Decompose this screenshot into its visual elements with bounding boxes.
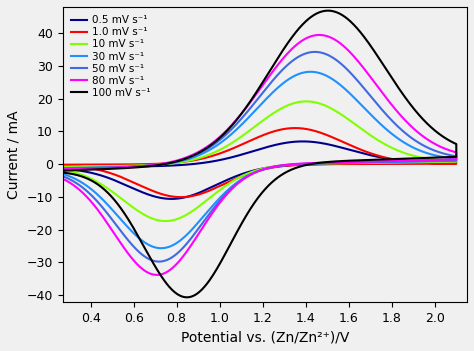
- 50 mV s⁻¹: [327, 54, 332, 58]
- 1.0 mV s⁻¹: [194, 158, 200, 162]
- 100 mV s⁻¹: [417, 156, 422, 160]
- 50 mV s⁻¹: [166, 161, 172, 165]
- 0.5 mV s⁻¹: [417, 161, 422, 165]
- 1.0 mV s⁻¹: [62, 163, 68, 167]
- 80 mV s⁻¹: [417, 158, 422, 162]
- 100 mV s⁻¹: [327, 8, 332, 13]
- 0.5 mV s⁻¹: [62, 167, 68, 171]
- 10 mV s⁻¹: [303, 99, 309, 104]
- 50 mV s⁻¹: [312, 50, 318, 54]
- 1.0 mV s⁻¹: [402, 159, 408, 163]
- 1.0 mV s⁻¹: [292, 126, 298, 130]
- 10 mV s⁻¹: [402, 151, 408, 155]
- 1.0 mV s⁻¹: [433, 162, 439, 166]
- Y-axis label: Current / mA: Current / mA: [7, 110, 21, 199]
- 80 mV s⁻¹: [327, 35, 332, 39]
- 1.0 mV s⁻¹: [178, 195, 184, 199]
- 0.5 mV s⁻¹: [433, 160, 439, 165]
- 30 mV s⁻¹: [62, 173, 68, 177]
- 10 mV s⁻¹: [433, 160, 439, 164]
- Line: 0.5 mV s⁻¹: 0.5 mV s⁻¹: [65, 141, 456, 199]
- 50 mV s⁻¹: [417, 159, 422, 163]
- Line: 80 mV s⁻¹: 80 mV s⁻¹: [65, 35, 456, 275]
- 80 mV s⁻¹: [166, 160, 172, 165]
- 30 mV s⁻¹: [433, 159, 439, 163]
- 30 mV s⁻¹: [194, 154, 200, 158]
- 10 mV s⁻¹: [417, 160, 422, 164]
- 80 mV s⁻¹: [316, 33, 322, 37]
- 10 mV s⁻¹: [327, 105, 332, 110]
- Line: 100 mV s⁻¹: 100 mV s⁻¹: [65, 11, 456, 297]
- 30 mV s⁻¹: [417, 159, 422, 164]
- 10 mV s⁻¹: [194, 157, 200, 161]
- 100 mV s⁻¹: [184, 295, 190, 299]
- Line: 50 mV s⁻¹: 50 mV s⁻¹: [65, 52, 456, 261]
- 100 mV s⁻¹: [433, 155, 439, 160]
- 1.0 mV s⁻¹: [166, 161, 172, 165]
- 100 mV s⁻¹: [402, 95, 408, 100]
- 30 mV s⁻¹: [166, 161, 172, 166]
- 10 mV s⁻¹: [62, 168, 68, 172]
- 30 mV s⁻¹: [308, 69, 313, 74]
- 30 mV s⁻¹: [158, 246, 164, 250]
- 1.0 mV s⁻¹: [62, 164, 68, 168]
- Line: 30 mV s⁻¹: 30 mV s⁻¹: [65, 72, 456, 248]
- X-axis label: Potential vs. (Zn/Zn²⁺)/V: Potential vs. (Zn/Zn²⁺)/V: [181, 330, 349, 344]
- 0.5 mV s⁻¹: [194, 161, 200, 166]
- 80 mV s⁻¹: [433, 158, 439, 162]
- 0.5 mV s⁻¹: [402, 159, 408, 163]
- 1.0 mV s⁻¹: [417, 162, 422, 166]
- 100 mV s⁻¹: [194, 152, 200, 156]
- 50 mV s⁻¹: [402, 131, 408, 135]
- 50 mV s⁻¹: [156, 259, 162, 264]
- 30 mV s⁻¹: [327, 75, 332, 79]
- 10 mV s⁻¹: [163, 219, 168, 223]
- 0.5 mV s⁻¹: [166, 164, 172, 168]
- 80 mV s⁻¹: [62, 178, 68, 182]
- 80 mV s⁻¹: [402, 118, 408, 122]
- 30 mV s⁻¹: [62, 166, 68, 170]
- Line: 1.0 mV s⁻¹: 1.0 mV s⁻¹: [65, 128, 456, 197]
- 80 mV s⁻¹: [194, 151, 200, 155]
- 0.5 mV s⁻¹: [62, 166, 68, 170]
- 50 mV s⁻¹: [433, 159, 439, 163]
- 1.0 mV s⁻¹: [327, 134, 332, 138]
- 10 mV s⁻¹: [62, 165, 68, 169]
- Legend: 0.5 mV s⁻¹, 1.0 mV s⁻¹, 10 mV s⁻¹, 30 mV s⁻¹, 50 mV s⁻¹, 80 mV s⁻¹, 100 mV s⁻¹: 0.5 mV s⁻¹, 1.0 mV s⁻¹, 10 mV s⁻¹, 30 mV…: [68, 12, 154, 101]
- 0.5 mV s⁻¹: [327, 143, 332, 147]
- 80 mV s⁻¹: [154, 273, 160, 277]
- 100 mV s⁻¹: [62, 171, 68, 175]
- 50 mV s⁻¹: [62, 166, 68, 171]
- 50 mV s⁻¹: [194, 152, 200, 157]
- 10 mV s⁻¹: [166, 161, 172, 166]
- 100 mV s⁻¹: [325, 8, 331, 13]
- 50 mV s⁻¹: [62, 175, 68, 179]
- 0.5 mV s⁻¹: [168, 197, 174, 201]
- 30 mV s⁻¹: [402, 141, 408, 145]
- 100 mV s⁻¹: [62, 168, 68, 173]
- Line: 10 mV s⁻¹: 10 mV s⁻¹: [65, 101, 456, 221]
- 0.5 mV s⁻¹: [300, 139, 306, 144]
- 80 mV s⁻¹: [62, 167, 68, 171]
- 100 mV s⁻¹: [166, 161, 172, 165]
